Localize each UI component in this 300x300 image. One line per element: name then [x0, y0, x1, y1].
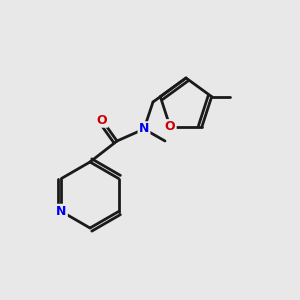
- Text: N: N: [56, 205, 67, 218]
- Text: O: O: [165, 120, 176, 133]
- Text: O: O: [97, 113, 107, 127]
- Text: N: N: [139, 122, 149, 136]
